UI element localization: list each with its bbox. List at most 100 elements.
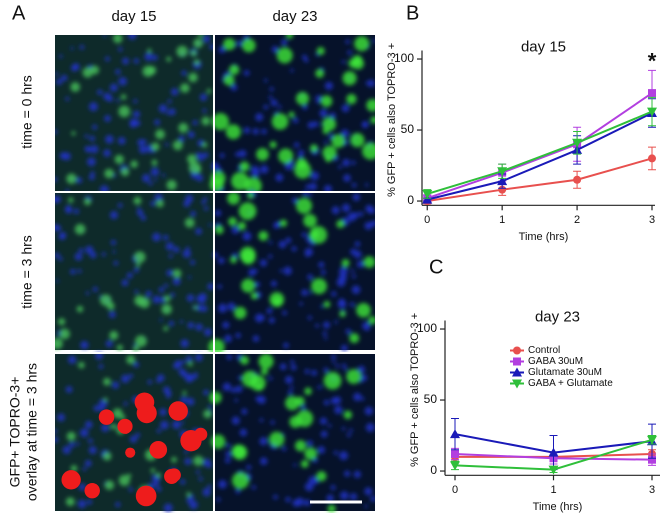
nucleus <box>331 354 336 360</box>
cell <box>126 355 136 365</box>
cell <box>90 65 100 75</box>
cell <box>241 250 256 265</box>
nucleus <box>178 135 185 143</box>
nucleus <box>101 252 106 257</box>
data-point <box>498 185 507 194</box>
nucleus <box>62 152 71 161</box>
x-axis-label: Time (hrs) <box>533 501 583 513</box>
nucleus <box>226 443 231 448</box>
cell <box>260 368 269 376</box>
nucleus <box>243 127 251 134</box>
cell <box>368 316 375 325</box>
nucleus <box>167 99 172 104</box>
nucleus <box>196 174 204 182</box>
nucleus <box>88 446 97 455</box>
nucleus <box>340 129 349 138</box>
cell <box>166 179 177 191</box>
cell <box>150 468 156 473</box>
nucleus <box>166 269 174 277</box>
nucleus <box>121 374 130 383</box>
cell <box>176 45 188 58</box>
cell <box>289 415 302 428</box>
cell <box>228 217 237 226</box>
cell <box>239 161 250 172</box>
cell <box>234 306 247 320</box>
cell <box>294 161 312 179</box>
nucleus <box>65 205 72 211</box>
nucleus <box>342 158 350 167</box>
nucleus <box>109 83 118 92</box>
cell <box>362 142 375 160</box>
cell <box>354 36 370 52</box>
nucleus <box>128 35 137 40</box>
nucleus <box>88 102 98 112</box>
nucleus <box>253 268 258 274</box>
nucleus <box>180 339 189 348</box>
nucleus <box>133 99 138 104</box>
nucleus <box>207 463 212 468</box>
nucleus <box>224 334 232 343</box>
nucleus <box>159 408 167 416</box>
cell <box>350 132 365 148</box>
nucleus <box>364 487 373 496</box>
nucleus <box>326 494 334 502</box>
nucleus <box>132 110 141 118</box>
cell <box>188 72 198 83</box>
nucleus <box>85 291 90 295</box>
cell <box>294 440 307 452</box>
cell <box>171 456 177 463</box>
nucleus <box>354 241 361 247</box>
nucleus <box>55 72 59 76</box>
nucleus <box>92 124 98 130</box>
cell <box>232 472 249 489</box>
nucleus <box>365 423 375 432</box>
nucleus <box>216 497 221 502</box>
cell <box>258 230 269 241</box>
cell <box>256 147 269 161</box>
row-label: time = 3 hrs <box>19 235 35 309</box>
nucleus <box>86 157 96 167</box>
cell <box>59 328 70 340</box>
cell <box>184 217 195 228</box>
cell <box>163 326 169 332</box>
nucleus <box>133 58 140 64</box>
nucleus <box>174 360 183 368</box>
legend-label: GABA + Glutamate <box>528 378 613 389</box>
cell <box>279 219 288 227</box>
nucleus <box>152 54 158 61</box>
data-point <box>451 449 459 458</box>
nucleus <box>186 294 195 302</box>
nucleus <box>304 58 309 63</box>
nucleus <box>88 174 95 181</box>
nucleus <box>337 299 347 309</box>
nucleus <box>323 321 331 329</box>
nucleus <box>195 353 203 362</box>
nucleus <box>283 342 289 349</box>
nucleus <box>156 428 161 434</box>
nucleus <box>322 331 327 336</box>
nucleus <box>349 302 355 307</box>
cell <box>258 353 274 369</box>
nucleus <box>372 39 375 43</box>
nucleus <box>279 269 283 273</box>
nucleus <box>318 261 325 268</box>
nucleus <box>135 432 141 438</box>
cell <box>211 113 229 131</box>
x-tick-label: 3 <box>649 484 655 496</box>
nucleus <box>157 374 165 382</box>
nucleus <box>310 171 320 181</box>
nucleus <box>133 361 140 368</box>
overlay <box>168 401 188 421</box>
nucleus <box>292 499 300 507</box>
nucleus <box>290 359 295 364</box>
cell <box>323 371 342 390</box>
nucleus <box>341 426 346 431</box>
cell <box>112 35 123 44</box>
nucleus <box>59 54 63 59</box>
nucleus <box>68 441 76 448</box>
cell <box>304 387 312 395</box>
nucleus <box>126 272 133 279</box>
micrograph-texture <box>55 193 215 352</box>
nucleus <box>158 286 165 293</box>
